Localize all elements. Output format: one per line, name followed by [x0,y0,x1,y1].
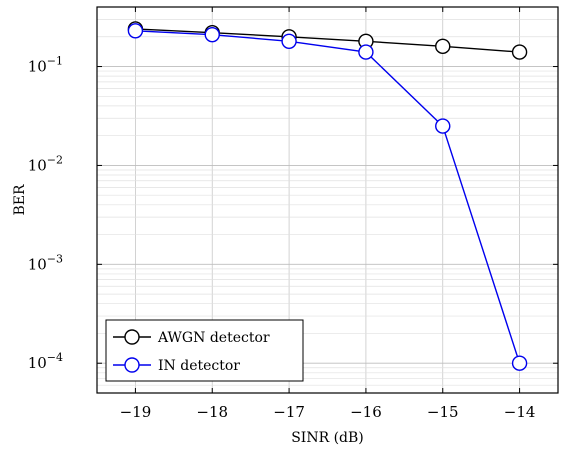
series-line [135,28,520,53]
legend-box [105,319,304,382]
series-1 [127,21,528,60]
y-tick-label: 10−1 [28,55,63,76]
legend-item: IN detector [113,357,240,374]
x-tick-label: −19 [120,403,152,421]
legend-label: IN detector [158,358,240,374]
legend-label: AWGN detector [157,330,270,346]
legend-marker [124,329,140,345]
y-tick-exponent: −3 [47,252,63,265]
y-tick-exponent: −2 [47,153,63,166]
x-axis-label: SINR (dB) [291,430,364,446]
data-point [435,38,451,55]
data-point [204,26,220,43]
series-2 [127,23,528,371]
data-point [511,44,528,60]
y-tick-exponent: −1 [47,55,63,68]
data-point [511,355,528,371]
axis-ticks: −19 −18 −17 −16 −15 −14 10−1 10−2 10−3 10−4 [28,7,558,421]
legend-marker [124,357,140,373]
y-axis-label: BER [12,184,28,216]
series-line [135,30,521,364]
data-point [358,44,374,60]
y-tick-label: 10−2 [28,153,63,174]
x-tick-label: −16 [350,403,382,421]
data-point [435,118,451,134]
data-point [281,33,297,49]
y-tick-exponent: −4 [47,351,63,364]
y-tick-label: 10−3 [28,252,63,273]
data-point [127,23,144,39]
x-tick-label: −18 [196,403,228,421]
series [127,21,528,371]
x-tick-label: −15 [427,403,459,421]
x-tick-label: −17 [273,403,305,421]
legend: AWGN detector IN detector [105,319,304,382]
x-tick-label: −14 [504,403,536,421]
legend-item: AWGN detector [113,329,270,346]
y-tick-label: 10−4 [28,351,63,372]
plot-frame [96,6,559,394]
